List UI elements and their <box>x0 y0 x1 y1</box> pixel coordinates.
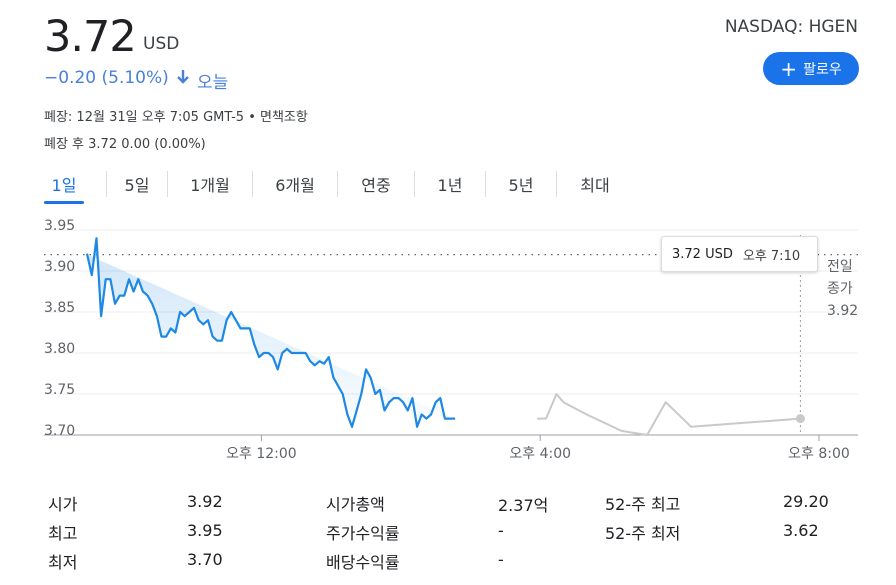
tooltip-time: 오후 7:10 <box>742 248 801 264</box>
change-period: 오늘 <box>197 73 229 93</box>
y-tick-label: 3.85 <box>44 300 75 316</box>
series-line-extended <box>536 393 802 436</box>
tab-divider <box>556 171 557 197</box>
tab-5y[interactable]: 5년 <box>508 176 534 195</box>
stat-label-dividend-yield: 배당수익률 <box>326 553 400 572</box>
price-chart[interactable]: 3.95 3.90 3.85 3.80 3.75 3.70 오후 12:00 오후 4:00 오… <box>0 215 896 470</box>
tab-1y[interactable]: 1년 <box>437 176 463 195</box>
tooltip-price: 3.72 USD <box>672 246 733 262</box>
tab-max[interactable]: 최대 <box>580 176 610 195</box>
price-change: −0.20 (5.10%) <box>44 68 169 88</box>
y-tick-label: 3.75 <box>44 382 75 398</box>
previous-close-label-line1: 전일 <box>827 259 853 275</box>
range-tabs: 1일 5일 1개월 6개월 연중 1년 5년 최대 <box>44 166 633 204</box>
follow-button[interactable]: + 팔로우 <box>763 52 859 85</box>
stat-label-open: 시가 <box>48 495 78 514</box>
chart-tooltip: 3.72 USD 오후 7:10 <box>661 236 818 272</box>
stock-price: 3.72 <box>44 12 137 62</box>
stat-label-52w-high: 52-주 최고 <box>605 495 681 514</box>
stat-value-pe-ratio: - <box>498 521 504 540</box>
stat-label-market-cap: 시가총액 <box>326 495 385 514</box>
stat-value-market-cap: 2.37억 <box>498 496 549 515</box>
after-hours-info: 폐장 후 3.72 0.00 (0.00%) <box>44 137 206 152</box>
stat-value-52w-low: 3.62 <box>783 521 819 540</box>
plus-icon: + <box>780 56 798 81</box>
x-tick-label: 오후 8:00 <box>788 446 850 462</box>
tab-divider <box>167 171 168 197</box>
y-tick-label: 3.90 <box>44 259 75 275</box>
y-tick-label: 3.70 <box>44 423 75 439</box>
tab-1m[interactable]: 1개월 <box>190 176 230 195</box>
previous-close-label: 전일 종가 3.92 <box>827 256 858 322</box>
tab-6m[interactable]: 6개월 <box>275 176 315 195</box>
stat-label-pe-ratio: 주가수익률 <box>326 524 400 543</box>
previous-close-label-line2: 종가 <box>827 281 853 297</box>
tab-divider <box>337 171 338 197</box>
stat-value-high: 3.95 <box>187 521 223 540</box>
y-tick-label: 3.95 <box>44 218 75 234</box>
stat-value-dividend-yield: - <box>498 550 504 569</box>
previous-close-value: 3.92 <box>827 303 859 319</box>
current-price-marker <box>795 414 805 424</box>
y-tick-label: 3.80 <box>44 341 75 357</box>
x-tick-label: 오후 12:00 <box>226 446 297 462</box>
currency-label: USD <box>143 34 180 54</box>
market-closed-info: 폐장: 12월 31일 오후 7:05 GMT-5 • 면책조항 <box>44 110 308 125</box>
stat-label-low: 최저 <box>48 553 78 572</box>
tab-ytd[interactable]: 연중 <box>361 176 391 195</box>
ticker-symbol: NASDAQ: HGEN <box>724 17 858 37</box>
tab-divider <box>414 171 415 197</box>
tab-1d[interactable]: 1일 <box>44 166 84 204</box>
tab-divider <box>485 171 486 197</box>
follow-button-label: 팔로우 <box>803 61 842 78</box>
x-tick-label: 오후 4:00 <box>509 446 571 462</box>
stat-label-52w-low: 52-주 최저 <box>605 524 681 543</box>
series-line-regular <box>86 237 456 428</box>
stat-value-open: 3.92 <box>187 492 223 511</box>
tab-5d[interactable]: 5일 <box>124 176 150 195</box>
arrow-down-icon <box>176 68 190 91</box>
stat-value-low: 3.70 <box>187 550 223 569</box>
tab-divider <box>252 171 253 197</box>
tab-divider <box>106 171 107 197</box>
series-area-regular <box>87 238 455 427</box>
stat-value-52w-high: 29.20 <box>783 492 829 511</box>
stat-label-high: 최고 <box>48 524 78 543</box>
